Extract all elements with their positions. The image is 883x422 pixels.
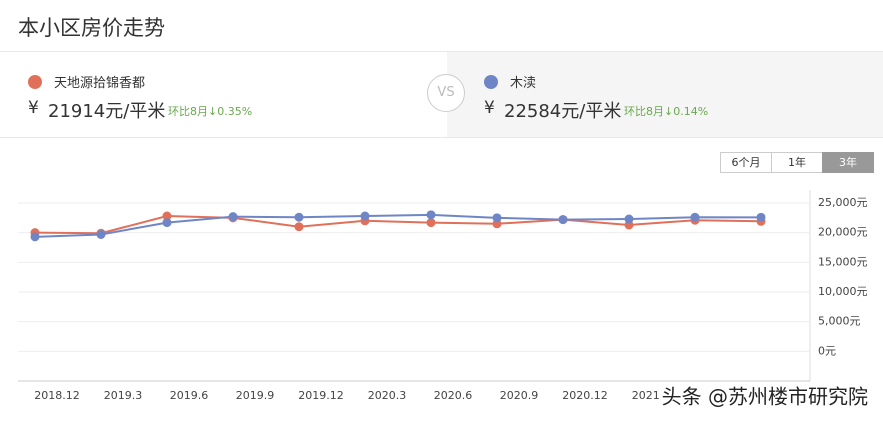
currency: ¥ [28,98,39,118]
data-point [690,212,700,222]
change: 环比8月↓0.35% [168,105,253,118]
compare-right: 木渎 ¥ 22584元/平米 环比8月↓0.14% [484,52,874,137]
watermark: 头条 @苏州楼市研究院 [662,385,868,409]
data-point [624,214,634,224]
data-point [30,232,40,242]
currency: ¥ [484,98,495,118]
data-point [228,212,238,222]
range-buttons: 6个月 1年 3年 [720,152,874,173]
x-tick-label: 2019.12 [298,389,344,402]
x-tick-label: 2019.9 [236,389,275,402]
x-tick-label: 2018.12 [34,389,80,402]
data-point [426,218,436,228]
data-point [360,211,370,221]
y-tick-label: 15,000元 [818,255,868,268]
legend-name: 天地源拾锦香都 [54,76,146,91]
compare-right-bg [447,52,883,137]
x-tick-label: 2019.6 [170,389,209,402]
data-point [426,210,436,220]
data-point [162,218,172,228]
price: 22584元/平米 [504,101,622,122]
x-tick-label: 2020.9 [500,389,539,402]
legend-dot [28,75,42,89]
data-point [492,213,502,223]
y-tick-label: 25,000元 [818,196,868,209]
x-tick-label: 2020.3 [368,389,407,402]
x-tick-label: 2020.6 [434,389,473,402]
y-tick-label: 5,000元 [818,315,861,328]
compare-panel: 天地源拾锦香都 ¥ 21914元/平米 环比8月↓0.35% 木渎 ¥ 2258… [0,52,883,138]
change: 环比8月↓0.14% [624,105,709,118]
series-line [34,213,762,238]
data-point [96,229,106,239]
data-point [162,211,172,221]
y-tick-label: 10,000元 [818,285,868,298]
data-point [294,222,304,232]
x-tick-label: 2021.3 [632,389,671,402]
legend-name: 木渎 [510,76,537,91]
y-tick-label: 20,000元 [818,226,868,239]
legend-dot [484,75,498,89]
data-point [756,212,766,222]
x-tick-label: 2020.12 [562,389,608,402]
vs-badge: VS [427,74,465,112]
series-line [34,215,762,235]
price: 21914元/平米 [48,101,166,122]
range-button[interactable]: 3年 [822,152,874,173]
data-point [294,212,304,222]
data-point [558,215,568,225]
y-tick-label: 0元 [818,344,836,357]
header-title: 本小区房价走势 [18,16,165,40]
compare-left: 天地源拾锦香都 ¥ 21914元/平米 环比8月↓0.35% [28,52,428,137]
header: 本小区房价走势 [0,0,883,52]
x-tick-label: 2019.3 [104,389,143,402]
